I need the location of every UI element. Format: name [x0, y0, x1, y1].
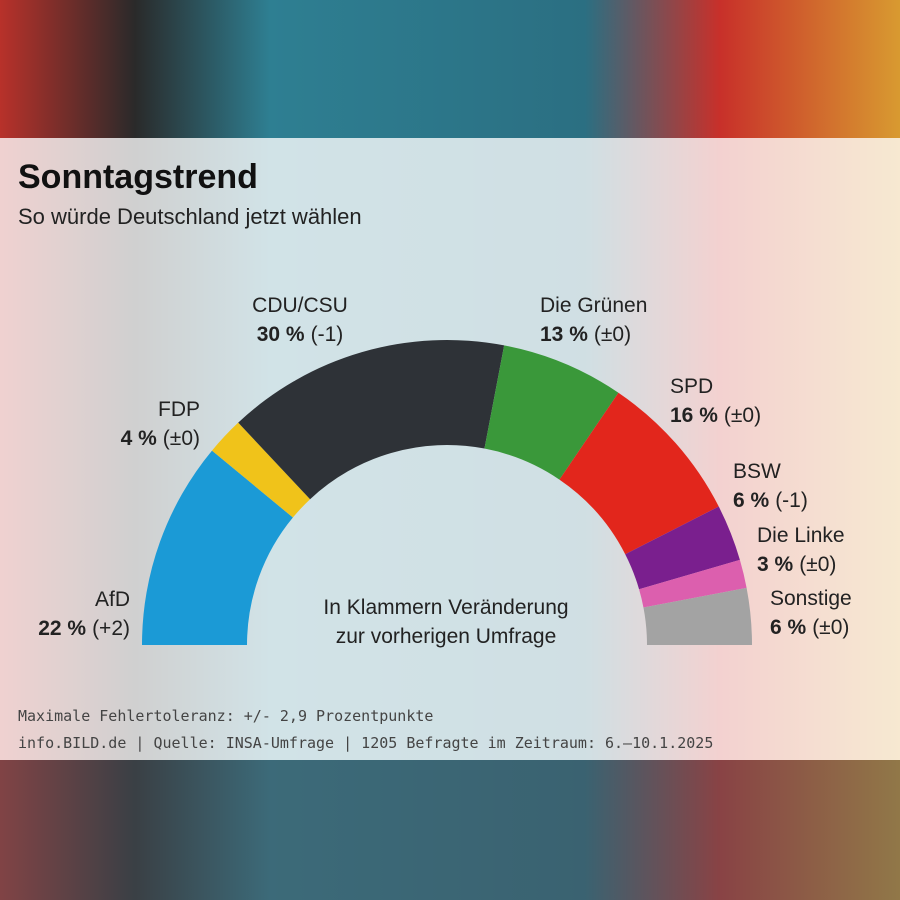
- change-text: (+2): [92, 617, 130, 640]
- change-text: (±0): [163, 427, 200, 450]
- footnote: Maximale Fehlertoleranz: +/- 2,9 Prozent…: [18, 707, 433, 725]
- segment: [211, 422, 311, 518]
- segment: [643, 587, 752, 645]
- value-text: 30 %: [257, 323, 305, 346]
- footnote: info.BILD.de | Quelle: INSA-Umfrage | 12…: [18, 734, 713, 752]
- center-note: zur vorherigen Umfrage: [336, 625, 557, 648]
- value-label: 13 % (±0): [540, 323, 631, 346]
- change-text: (-1): [311, 323, 344, 346]
- change-text: (-1): [775, 489, 808, 512]
- value-text: 16 %: [670, 404, 718, 427]
- category-label: CDU/CSU: [252, 294, 348, 317]
- center-note: In Klammern Veränderung: [323, 596, 568, 619]
- change-text: (±0): [812, 616, 849, 639]
- value-label: 22 % (+2): [38, 617, 130, 640]
- value-label: 30 % (-1): [257, 323, 344, 346]
- value-text: 13 %: [540, 323, 588, 346]
- change-text: (±0): [724, 404, 761, 427]
- category-label: Die Grünen: [540, 294, 647, 317]
- segment: [559, 392, 719, 555]
- segment: [238, 340, 505, 500]
- value-text: 3 %: [757, 553, 794, 576]
- chart-subtitle: So würde Deutschland jetzt wählen: [18, 204, 362, 229]
- value-label: 6 % (±0): [770, 616, 849, 639]
- category-label: SPD: [670, 375, 713, 398]
- segment: [142, 450, 293, 645]
- change-text: (±0): [799, 553, 836, 576]
- value-label: 4 % (±0): [121, 427, 200, 450]
- panel: [0, 138, 900, 760]
- change-text: (±0): [594, 323, 631, 346]
- value-text: 6 %: [733, 489, 770, 512]
- segment: [484, 345, 619, 480]
- segment: [625, 506, 740, 590]
- category-label: AfD: [95, 588, 130, 611]
- segment: [639, 559, 747, 608]
- category-label: Die Linke: [757, 524, 845, 547]
- value-label: 6 % (-1): [733, 489, 808, 512]
- category-label: Sonstige: [770, 587, 852, 610]
- value-text: 4 %: [121, 427, 158, 450]
- value-text: 22 %: [38, 617, 86, 640]
- value-text: 6 %: [770, 616, 807, 639]
- category-label: FDP: [158, 398, 200, 421]
- floor: [0, 760, 900, 900]
- category-label: BSW: [733, 460, 781, 483]
- value-label: 3 % (±0): [757, 553, 836, 576]
- value-label: 16 % (±0): [670, 404, 761, 427]
- chart-title: Sonntagstrend: [18, 158, 258, 196]
